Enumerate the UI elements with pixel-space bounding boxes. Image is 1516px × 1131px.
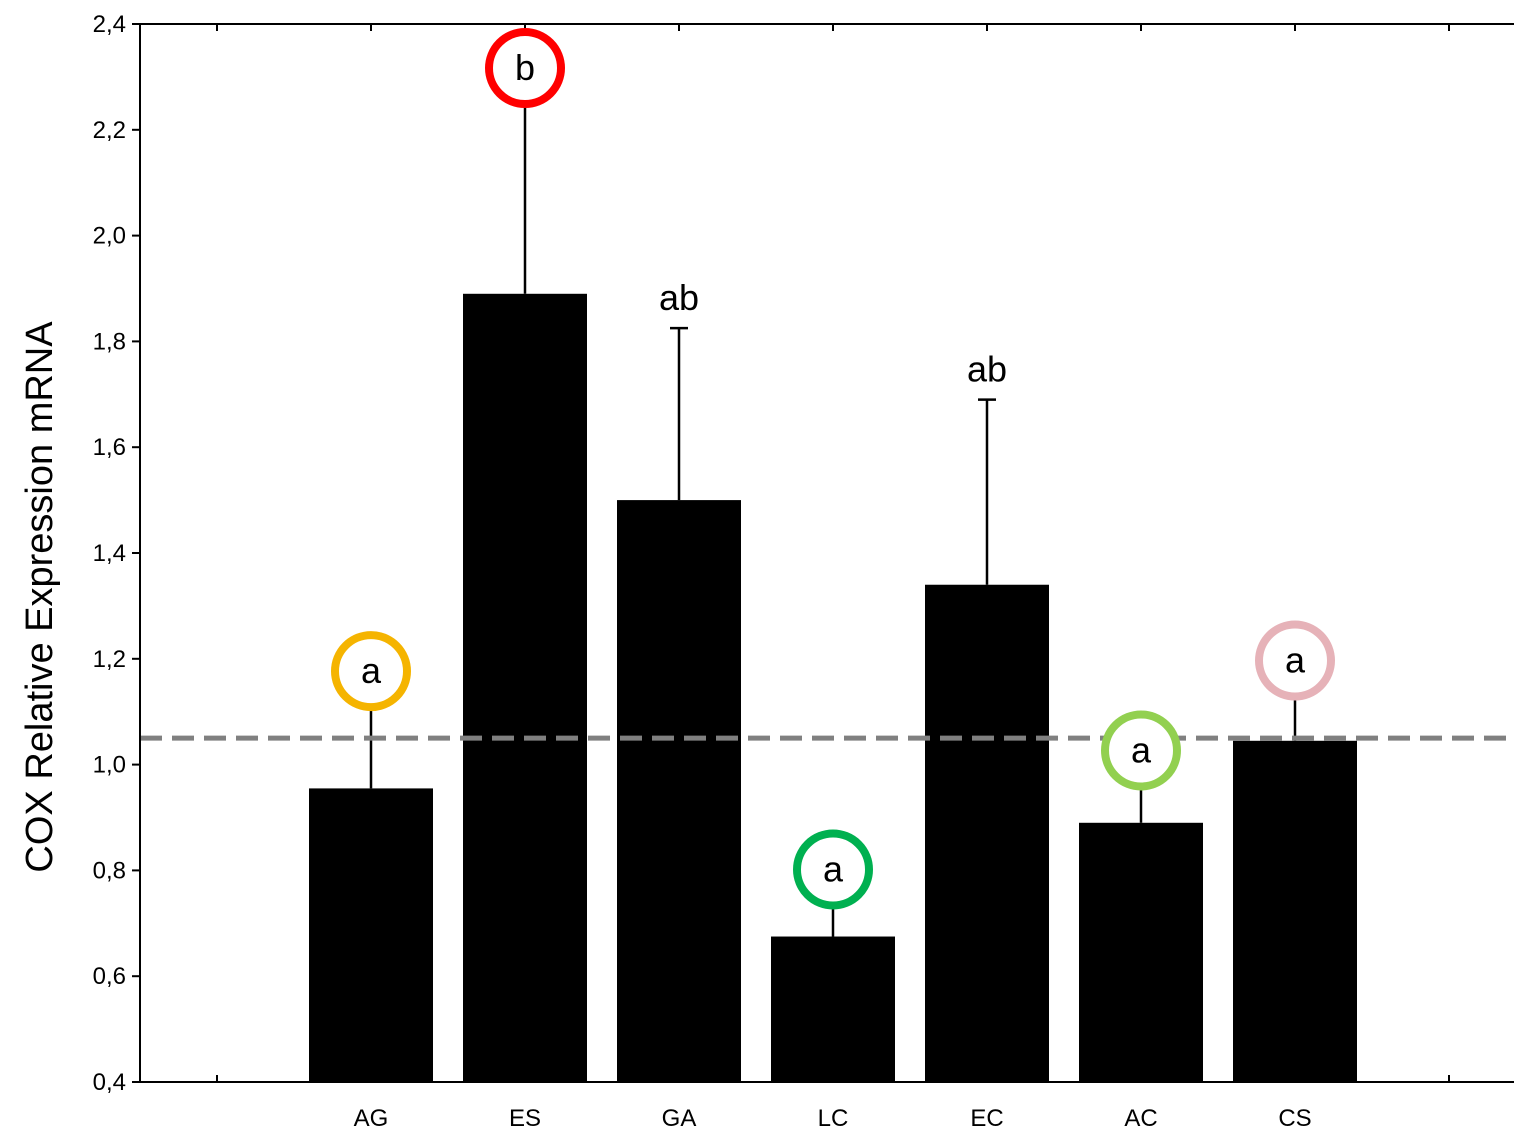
significance-label-ac: a: [1131, 729, 1152, 770]
bar-ac: [1079, 822, 1203, 1082]
bars-layer: [309, 293, 1357, 1083]
x-tick-label-ag: AG: [354, 1105, 389, 1131]
y-tick-label-3: 1,0: [93, 752, 126, 779]
significance-circle-ag: [331, 631, 411, 712]
x-tick-label-es: ES: [509, 1105, 541, 1131]
significance-label-cs: a: [1285, 640, 1306, 681]
significance-label-lc: a: [823, 848, 844, 889]
bar-ag: [309, 788, 433, 1082]
y-tick-label-7: 1,8: [93, 328, 126, 355]
x-tick-label-ac: AC: [1124, 1105, 1157, 1131]
bar-lc: [771, 936, 895, 1082]
significance-circle-cs: [1255, 620, 1335, 701]
y-tick-label-2: 0,8: [93, 857, 126, 884]
x-tick-label-lc: LC: [818, 1105, 849, 1131]
significance-label-es: b: [515, 47, 535, 88]
significance-label-ag: a: [361, 650, 382, 691]
significance-circle-lc: [793, 829, 873, 910]
significance-label-ec: ab: [967, 349, 1007, 390]
y-tick-label-0: 0,4: [93, 1069, 126, 1096]
y-tick-label-9: 2,2: [93, 117, 126, 144]
x-tick-label-ec: EC: [970, 1105, 1003, 1131]
y-tick-label-1: 0,6: [93, 963, 126, 990]
bar-cs: [1233, 740, 1357, 1082]
y-tick-label-10: 2,4: [93, 11, 126, 38]
bar-es: [463, 293, 587, 1082]
y-tick-label-8: 2,0: [93, 223, 126, 250]
bar-ec: [925, 584, 1049, 1082]
significance-circle-ac: [1101, 710, 1181, 791]
y-axis-label: COX Relative Expression mRNA: [19, 321, 61, 873]
significance-label-ga: ab: [659, 277, 699, 318]
axes-layer: AG ES GA LC EC AC CS 0,4 0,6 0,8 1,0 1,2 1,4 1,6 1,8 2,…: [93, 11, 1514, 1131]
x-tick-label-cs: CS: [1278, 1105, 1311, 1131]
y-tick-label-6: 1,6: [93, 434, 126, 461]
significance-circle-es: [485, 28, 565, 109]
y-tick-label-5: 1,4: [93, 540, 126, 567]
bar-ga: [617, 500, 741, 1083]
x-tick-label-ga: GA: [662, 1105, 697, 1131]
y-tick-label-4: 1,2: [93, 646, 126, 673]
